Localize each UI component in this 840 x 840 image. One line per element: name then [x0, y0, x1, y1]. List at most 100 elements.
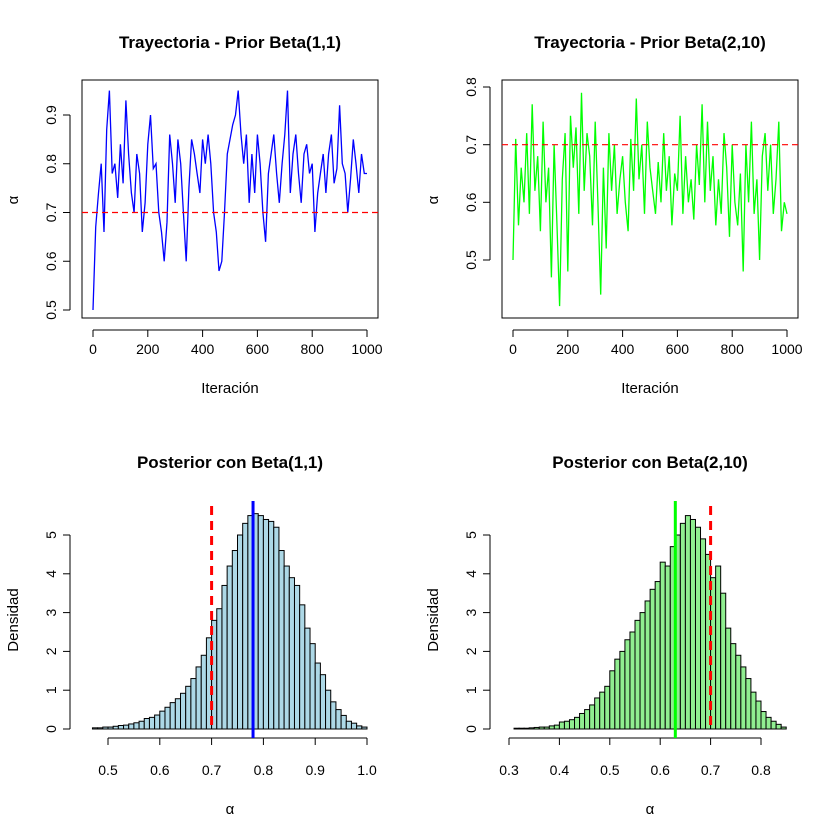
y-tick-label: 0 [43, 725, 59, 733]
histogram-bar [91, 727, 99, 730]
x-tick-label: 0.3 [499, 762, 519, 778]
x-axis-label: α [226, 801, 235, 818]
trace-series-line [512, 92, 788, 307]
histogram-bar [345, 720, 352, 730]
histogram-bar [649, 588, 656, 730]
histogram-bar [654, 581, 661, 730]
histogram-bar [553, 724, 560, 730]
y-tick-label: 2 [43, 647, 59, 655]
histogram-bar [528, 727, 535, 730]
histogram-bar [190, 678, 197, 730]
y-axis-label: Densidad [425, 588, 442, 651]
histogram-bar [750, 691, 757, 730]
x-tick-label: 0.8 [751, 762, 771, 778]
histogram-bar [679, 522, 686, 730]
panel-trace-beta-2-10: Trayectoria - Prior Beta(2,10) Iteración… [425, 33, 803, 397]
histogram-bar [159, 710, 166, 730]
panel-hist-beta-2-10: Posterior con Beta(2,10) α Densidad 0.3 … [425, 453, 787, 818]
histogram-bar [107, 726, 114, 730]
histogram-bar [330, 701, 337, 730]
x-axis: 0.5 0.6 0.7 0.8 0.9 1.0 [98, 737, 377, 778]
histogram-bar [242, 522, 249, 730]
y-tick-label: 0.5 [43, 300, 59, 320]
histogram-bar [231, 550, 239, 730]
x-axis: 0 200 400 600 800 1000 [89, 329, 383, 357]
y-axis: 0 1 2 3 4 5 [463, 531, 491, 733]
histogram-bar [319, 674, 327, 730]
histogram-bar [350, 722, 358, 730]
x-tick-label: 0.9 [305, 762, 325, 778]
histogram-bar [174, 698, 182, 730]
histogram-bar [221, 584, 228, 730]
x-tick-label: 0.5 [98, 762, 118, 778]
histogram-bar [634, 619, 641, 730]
histogram-bar [563, 720, 570, 730]
y-tick-label: 0.8 [463, 77, 479, 97]
trace-series-line [92, 90, 367, 311]
histogram-bar [775, 723, 782, 730]
x-tick-label: 0.5 [600, 762, 620, 778]
y-tick-label: 0.7 [463, 135, 479, 155]
histogram-bar [765, 716, 772, 730]
y-tick-label: 0.6 [463, 192, 479, 212]
y-tick-label: 0.9 [43, 105, 59, 125]
trace-marks [502, 92, 798, 307]
histogram-bar [629, 631, 636, 730]
x-tick-label: 0 [509, 341, 517, 357]
histogram-bar [309, 643, 316, 730]
histogram-bar [513, 727, 520, 730]
histogram-bar [518, 727, 525, 730]
x-tick-label: 0.8 [254, 762, 274, 778]
y-tick-label: 0.8 [43, 154, 59, 174]
histogram-bar [216, 608, 223, 730]
histogram-bar [604, 685, 611, 730]
histogram-bar [278, 550, 285, 730]
histogram-bar [770, 720, 777, 730]
x-tick-label: 0.4 [550, 762, 570, 778]
histogram-bar [314, 662, 321, 730]
plot-frame [501, 79, 799, 319]
histogram-bar [533, 726, 540, 730]
histogram-bar [594, 697, 601, 730]
histogram-bar [226, 565, 233, 730]
x-tick-label: 0.6 [650, 762, 670, 778]
chart-title: Trayectoria - Prior Beta(1,1) [119, 33, 341, 52]
histogram-bar [200, 654, 207, 730]
y-tick-label: 0.7 [43, 203, 59, 223]
histogram-bar [268, 520, 275, 730]
histogram-bar [164, 706, 171, 730]
x-tick-label: 600 [666, 341, 690, 357]
histogram-bar [335, 709, 342, 730]
x-tick-label: 1000 [351, 341, 382, 357]
x-tick-label: 800 [301, 341, 325, 357]
x-tick-label: 200 [556, 341, 580, 357]
histogram-bar [735, 654, 742, 730]
y-tick-label: 3 [463, 608, 479, 616]
trace-marks [82, 90, 378, 311]
histogram-bar [180, 692, 187, 730]
histogram-bar [609, 670, 616, 730]
y-tick-label: 1 [43, 686, 59, 694]
histogram-bar [538, 726, 545, 730]
x-tick-label: 800 [721, 341, 745, 357]
histogram-bar [700, 538, 707, 730]
histogram-bar [659, 561, 666, 730]
y-tick-label: 0 [463, 725, 479, 733]
histogram-bar [599, 691, 606, 730]
histogram-marks [513, 501, 787, 738]
histogram-bar [619, 650, 626, 730]
histogram-bar [740, 666, 747, 730]
histogram-bar [293, 584, 301, 730]
chart-title: Posterior con Beta(1,1) [137, 453, 323, 472]
histogram-bar [780, 726, 787, 730]
histogram-bar [720, 592, 727, 730]
histogram-bar [112, 725, 119, 730]
histogram-bar [568, 719, 576, 730]
y-tick-label: 5 [43, 531, 59, 539]
x-tick-label: 0 [89, 341, 97, 357]
chart-title: Trayectoria - Prior Beta(2,10) [534, 33, 765, 52]
histogram-bar [624, 639, 631, 730]
histogram-bar [262, 518, 270, 730]
histogram-bar [237, 534, 244, 730]
